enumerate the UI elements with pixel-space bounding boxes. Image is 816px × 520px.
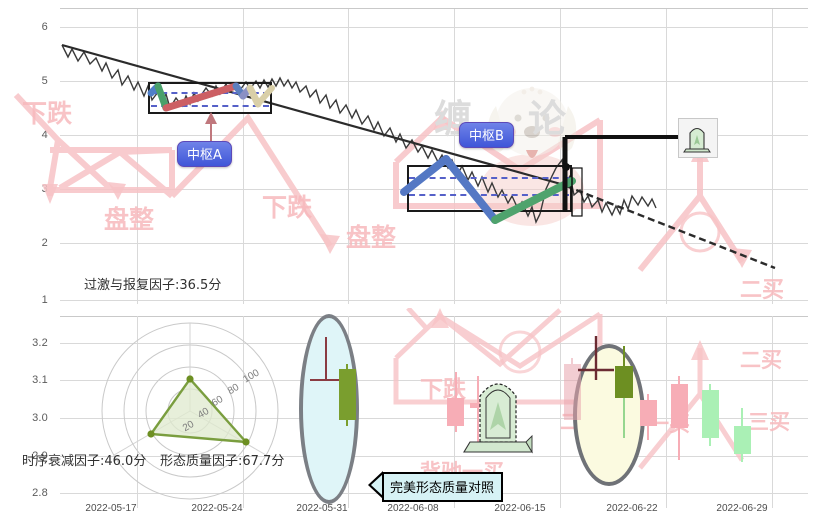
caption-decay-factor: 时序衰减因子:46.0分 xyxy=(22,454,147,469)
watermark-down-2: 下跌 xyxy=(262,193,313,222)
gridline-x-7 xyxy=(772,8,773,304)
xtick-5: 2022-06-22 xyxy=(606,503,658,514)
watermark-buy-4: 三买 xyxy=(748,410,790,434)
xtick-0: 2022-05-17 xyxy=(85,503,137,514)
caption-overreact-factor: 过激与报复因子:36.5分 xyxy=(84,278,222,293)
watermark-flat-2: 盘整 xyxy=(346,223,397,252)
pivot-b-dash-low xyxy=(409,194,569,196)
main-ytick-2: 2 xyxy=(41,237,48,249)
pivot-b-dash-high xyxy=(409,177,569,179)
candlesticks-svg xyxy=(310,336,751,462)
pivot-a-dash-low xyxy=(151,105,269,107)
tail-bracket-and-bell xyxy=(562,135,678,217)
pivot-a-label[interactable]: 中枢A xyxy=(177,141,232,167)
gridline-y-1 xyxy=(60,300,808,301)
factor-radar-chart xyxy=(101,322,279,500)
x-axis: 2022-05-17 2022-05-24 2022-05-31 2022-06… xyxy=(0,500,816,520)
detail-ytick-3p1: 3.1 xyxy=(32,374,48,386)
gridline-x-6 xyxy=(666,8,667,304)
gridline-y-2 xyxy=(60,243,808,244)
detail-ytick-2p9: 2.9 xyxy=(32,450,48,462)
gridline-x-3 xyxy=(348,8,349,304)
gridline-dx-5 xyxy=(560,316,561,508)
gridline-d-3p0 xyxy=(60,418,808,419)
tombstone-illustration-icon xyxy=(463,383,533,454)
detail-ytick-3p2: 3.2 xyxy=(32,337,48,349)
pivot-a-box xyxy=(148,82,272,114)
main-ytick-1: 1 xyxy=(41,294,48,306)
callout-arrow-tip-inner xyxy=(371,474,383,496)
watermark-flat-1: 盘整 xyxy=(104,205,155,234)
xtick-6: 2022-06-29 xyxy=(716,503,768,514)
detail-panel: 3.2 3.1 3.0 2.9 2.8 下跌 背驰一买 二买 一买 三买 xyxy=(0,278,816,520)
watermark-buy-1: 二买 xyxy=(740,278,785,303)
xtick-1: 2022-05-24 xyxy=(191,503,243,514)
tombstone-glyph-icon xyxy=(683,127,711,153)
watermark-buy-5: 二买 xyxy=(740,348,782,372)
main-price-panel: 6 5 4 3 2 1 xyxy=(13,8,808,306)
gridline-dx-2 xyxy=(243,316,244,508)
detail-ytick-2p8: 2.8 xyxy=(32,487,48,499)
gridline-dx-1 xyxy=(137,316,138,508)
pivot-b-segments xyxy=(400,155,576,224)
main-ytick-5: 5 xyxy=(41,75,48,87)
xtick-3: 2022-06-08 xyxy=(387,503,439,514)
gridline-y-6 xyxy=(60,27,808,28)
monument-icon-top xyxy=(678,118,718,158)
xtick-2: 2022-05-31 xyxy=(296,503,348,514)
main-plot-top-border xyxy=(60,8,808,9)
caption-quality-factor: 形态质量因子:67.7分 xyxy=(160,454,285,469)
pivot-a-segments xyxy=(147,82,275,112)
gridline-y-5 xyxy=(60,81,808,82)
pivot-b-label[interactable]: 中枢B xyxy=(459,122,514,148)
main-ytick-6: 6 xyxy=(41,21,48,33)
callout-label[interactable]: 完美形态质量对照 xyxy=(382,472,504,502)
gridline-d-2p9 xyxy=(60,456,808,457)
gridline-dx-7 xyxy=(772,316,773,508)
xtick-4: 2022-06-15 xyxy=(494,503,546,514)
watermark-down-1: 下跌 xyxy=(22,99,73,128)
detail-ytick-3p0: 3.0 xyxy=(32,412,48,424)
